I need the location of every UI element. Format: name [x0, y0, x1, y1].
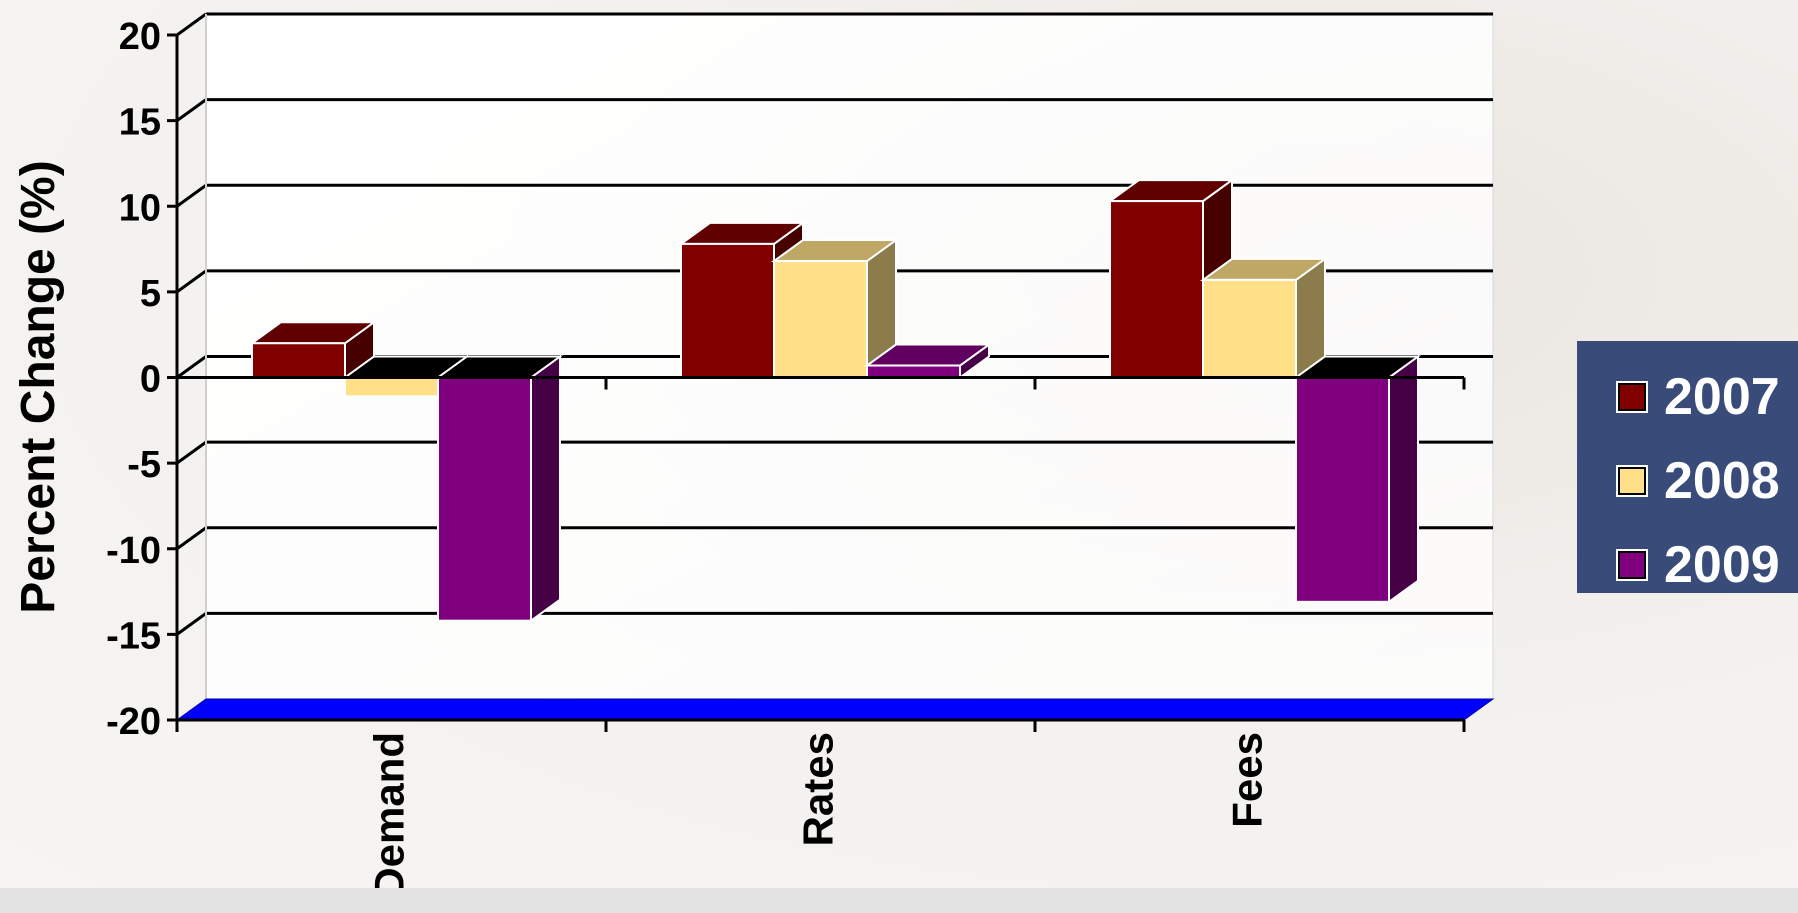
legend: 2007 2008 2009 — [1577, 341, 1798, 593]
floor-panel — [177, 699, 1493, 720]
legend-item-2007: 2007 — [1618, 355, 1798, 439]
legend-swatch — [1618, 383, 1646, 411]
y-tick-label: -20 — [106, 701, 161, 743]
y-axis-title: Percent Change (%) — [12, 160, 65, 613]
gridline-connector — [177, 442, 206, 463]
legend-item-2008: 2008 — [1618, 439, 1798, 523]
y-tick-labels: 20 15 10 5 0 -5 -10 -15 -20 — [106, 16, 161, 743]
bar-front-face — [1296, 378, 1389, 602]
chart-floor — [177, 699, 1493, 720]
bar-front-face — [252, 343, 345, 377]
bar-fees-2008 — [1203, 259, 1325, 378]
bar-front-face — [681, 244, 774, 378]
bar-front-face — [774, 261, 867, 377]
y-tick-label: 20 — [119, 16, 161, 58]
bar-front-face — [1203, 280, 1296, 378]
bar-front-face — [438, 378, 531, 621]
gridline-connector — [177, 613, 206, 634]
legend-label: 2008 — [1664, 455, 1780, 507]
legend-swatch — [1618, 467, 1646, 495]
bar-front-face — [867, 366, 960, 378]
legend-swatch — [1618, 551, 1646, 579]
gridline-connector — [177, 185, 206, 206]
bar-front-face — [1110, 201, 1203, 377]
legend-label: 2009 — [1664, 539, 1780, 591]
gridline-connector — [177, 14, 206, 35]
y-tick-label: 10 — [119, 187, 161, 229]
legend-item-2009: 2009 — [1618, 523, 1798, 607]
bar-side-face — [531, 357, 560, 621]
y-tick-label: 0 — [140, 359, 161, 401]
y-tick-label: -15 — [106, 615, 161, 657]
gridline-connector — [177, 528, 206, 549]
bar-front-face — [345, 378, 438, 397]
y-tick-label: 15 — [119, 102, 161, 144]
y-tick-label: -5 — [127, 444, 161, 486]
y-tick-label: -10 — [106, 530, 161, 572]
bar-demand-2009 — [438, 357, 560, 621]
bar-fees-2009 — [1296, 357, 1418, 602]
legend-label: 2007 — [1664, 371, 1780, 423]
category-label-fees: Fees — [1224, 732, 1271, 828]
bar-side-face — [1389, 357, 1418, 602]
gridline-connector — [177, 271, 206, 292]
gridline-connector — [177, 357, 206, 378]
category-label-demand: Demand — [366, 732, 413, 898]
gridline-connector — [177, 100, 206, 121]
x-category-labels: Demand Rates Fees — [366, 732, 1271, 898]
y-tick-label: 5 — [140, 273, 161, 315]
category-label-rates: Rates — [795, 732, 842, 846]
bottom-strip — [0, 888, 1798, 913]
